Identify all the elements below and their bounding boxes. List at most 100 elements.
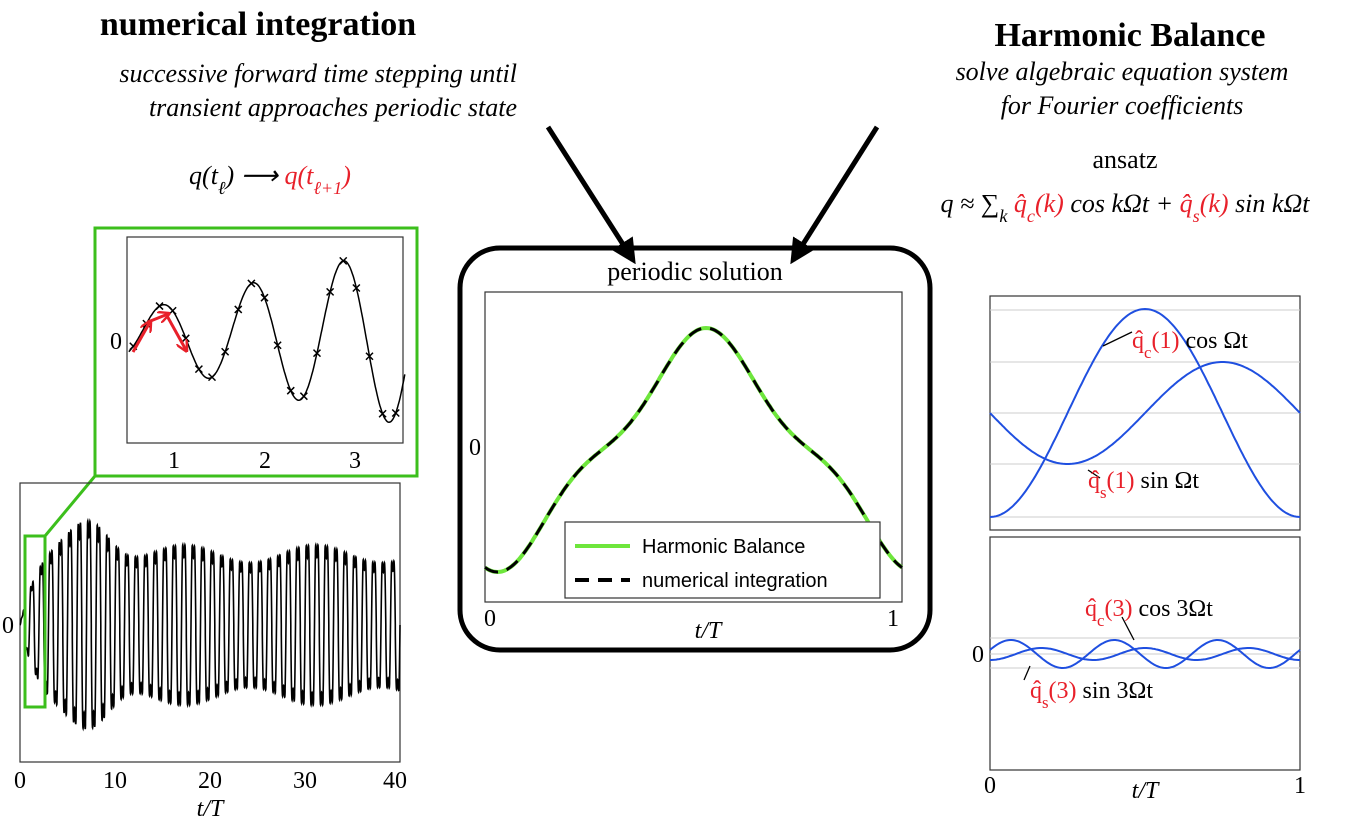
x-tick-label: 2 <box>259 448 271 474</box>
text-part: q(t <box>189 161 219 190</box>
y-tick-label: 0 <box>2 613 14 639</box>
x-tick-label: 0 <box>984 773 996 799</box>
step-marker <box>299 392 308 401</box>
step-marker <box>312 349 322 358</box>
zoom-connector <box>43 475 97 537</box>
ni-curve <box>484 326 903 574</box>
hb-curves-1 <box>989 307 1301 518</box>
step-marker <box>155 302 164 311</box>
step-marker <box>286 386 295 395</box>
step-arrow <box>164 313 186 350</box>
ansatz-formula: q ≈ ∑k q̂c(k) cos kΩt + q̂s(k) sin kΩt <box>941 189 1311 226</box>
text-part: q̂ <box>1030 678 1042 704</box>
text-part: sin kΩt <box>1229 189 1311 218</box>
y-tick-label: 0 <box>110 329 122 355</box>
x-axis-label: t/T <box>197 796 225 822</box>
arrow <box>790 125 880 265</box>
left-title: numerical integration <box>100 6 416 43</box>
text-part: (1) <box>1107 468 1135 494</box>
ansatz-label: ansatz <box>1093 145 1158 174</box>
step-marker <box>168 306 177 315</box>
text-part: k <box>999 206 1008 226</box>
text-part: (3) <box>1104 596 1132 622</box>
x-axis-label: t/T <box>1132 778 1160 804</box>
zoom-frame <box>93 226 419 478</box>
leader <box>1102 331 1133 347</box>
legend-label: numerical integration <box>642 570 828 592</box>
text-part: ℓ+1 <box>313 178 342 198</box>
periodic-curve <box>483 325 904 575</box>
cos-curve <box>989 639 1301 669</box>
step-marker <box>326 287 335 296</box>
text-part: cos kΩt + <box>1064 189 1180 218</box>
text-part: (k) <box>1200 189 1229 218</box>
step-marker <box>207 373 217 382</box>
left-subtitle: successive forward time stepping until <box>119 59 517 88</box>
text-part: cos Ωt <box>1179 328 1248 354</box>
text-part: ℓ <box>218 178 226 198</box>
x-tick-label: 40 <box>383 768 407 794</box>
text-part: q ≈ ∑ <box>941 189 1000 218</box>
text-part: c <box>1144 343 1151 362</box>
text-part: ) <box>340 161 351 190</box>
legend <box>564 521 881 599</box>
step-formula: q(tℓ) ⟶ q(tℓ+1) <box>189 161 351 198</box>
text-part: cos 3Ωt <box>1132 596 1213 622</box>
step-marker <box>391 408 400 418</box>
x-tick-label: 20 <box>198 768 222 794</box>
step-marker <box>365 352 374 361</box>
curve <box>19 517 401 732</box>
y-tick-label: 0 <box>469 435 481 461</box>
step-marker <box>234 305 243 314</box>
right-subtitle: for Fourier coefficients <box>1001 91 1244 120</box>
x-tick-label: 1 <box>887 606 899 632</box>
text-part: q̂ <box>1088 468 1100 494</box>
x-tick-label: 0 <box>14 768 26 794</box>
arrow <box>545 125 636 265</box>
text-part: q̂ <box>1007 189 1027 218</box>
legend-label: Harmonic Balance <box>642 536 805 558</box>
text-part: q̂ <box>1132 328 1144 354</box>
solution-box <box>457 245 933 653</box>
center-title: periodic solution <box>607 257 782 286</box>
x-tick-label: 1 <box>1294 773 1306 799</box>
text-part: c <box>1027 206 1035 226</box>
sin-curve <box>989 361 1301 465</box>
text-part: (1) <box>1151 328 1179 354</box>
step-marker <box>352 283 361 293</box>
text-part: (3) <box>1049 678 1077 704</box>
curve-label: q̂c(3) cos 3Ωt <box>1085 596 1213 630</box>
x-tick-label: 30 <box>293 768 317 794</box>
text-part: s <box>1100 483 1107 502</box>
text-part: q̂ <box>1085 596 1097 622</box>
right-title: Harmonic Balance <box>994 17 1265 54</box>
zoom-axes <box>126 236 404 444</box>
center-axes <box>484 291 903 603</box>
curve-label: q̂s(3) sin 3Ωt <box>1030 678 1153 712</box>
step-marker <box>339 256 348 265</box>
zoom-curve <box>128 256 406 423</box>
step-marker <box>194 365 203 374</box>
text-part: ) ⟶ <box>224 161 285 190</box>
sin-curve <box>990 647 1300 661</box>
x-tick-label: 0 <box>484 606 496 632</box>
right-subtitle: solve algebraic equation system <box>956 57 1289 86</box>
transient-curve <box>19 517 401 732</box>
step-marker <box>273 341 282 350</box>
x-tick-label: 1 <box>168 448 180 474</box>
leader <box>1023 665 1031 681</box>
text-part: (k) <box>1035 189 1064 218</box>
step-marker <box>221 347 230 356</box>
cos-curve <box>989 307 1301 518</box>
step-marker <box>181 334 190 343</box>
step-marker <box>260 293 269 302</box>
text-part: s <box>1193 206 1200 226</box>
step-arrow <box>131 322 150 353</box>
zoom-window <box>23 534 47 709</box>
x-tick-label: 10 <box>103 768 127 794</box>
step-marker <box>378 409 387 418</box>
text-part: c <box>1097 611 1104 630</box>
text-part: sin 3Ωt <box>1077 678 1154 704</box>
